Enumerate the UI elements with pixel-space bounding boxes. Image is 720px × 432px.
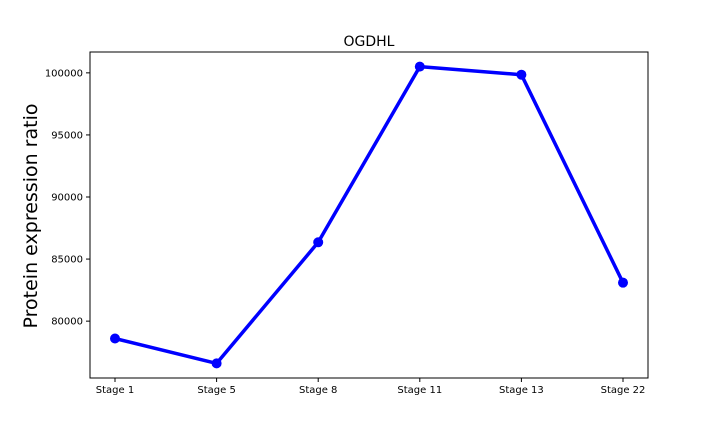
y-tick-label: 90000 (51, 192, 83, 203)
axes-frame (89, 51, 649, 379)
x-tick-label: Stage 5 (197, 385, 235, 396)
data-point (313, 237, 324, 248)
plot-area: 80000 85000 90000 95000 100000 Stage 1 Stage 5… (45, 61, 646, 396)
x-tick-label: Stage 22 (601, 385, 646, 396)
y-tick-label: 80000 (51, 317, 83, 328)
chart-title: OGDHL (344, 34, 395, 50)
x-tick-label: Stage 13 (499, 385, 544, 396)
data-point (211, 358, 222, 369)
y-axis-label: Protein expression ratio (20, 104, 42, 329)
y-tick-label: 85000 (51, 255, 83, 266)
x-tick-label: Stage 8 (299, 385, 337, 396)
series-line (113, 64, 625, 366)
x-tick-label: Stage 11 (397, 385, 442, 396)
data-point (516, 69, 527, 80)
data-point (414, 61, 425, 72)
data-point (110, 333, 120, 344)
data-point (618, 277, 628, 288)
y-tick-label: 100000 (45, 68, 83, 79)
x-tick-label: Stage 1 (96, 385, 134, 396)
y-tick-label: 95000 (51, 130, 83, 141)
